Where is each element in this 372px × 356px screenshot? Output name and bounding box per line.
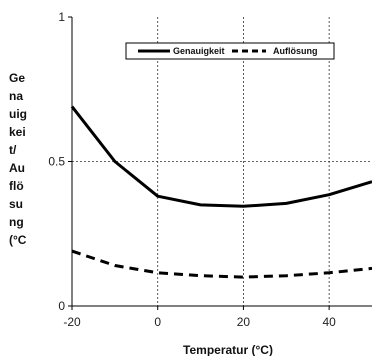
y-axis-label-line: flö <box>9 179 24 193</box>
legend: Genauigkeit Auflösung <box>125 42 335 60</box>
series-line-auflösung <box>71 249 372 279</box>
y-tick-label: 0 <box>58 299 65 313</box>
y-axis-label-line: t/ <box>9 143 17 157</box>
x-axis-label: Temperatur (°C) <box>183 343 273 356</box>
y-tick-label: 1 <box>58 10 65 24</box>
y-axis-label-line: (°C <box>9 233 27 247</box>
y-tick-label: 0.5 <box>48 155 65 169</box>
y-axis-label-line: uig <box>9 107 27 121</box>
x-tick-label: 0 <box>154 315 161 329</box>
x-tick-label: 40 <box>322 315 336 329</box>
series-line-genauigkeit <box>70 105 372 208</box>
x-tick-label: 20 <box>237 315 251 329</box>
legend-label-aufloesung: Auflösung <box>273 46 318 56</box>
y-axis-label-line: Au <box>9 161 25 175</box>
y-axis-label-line: Ge <box>9 71 25 85</box>
series-group <box>70 105 372 279</box>
y-axis-label: Ge na uig kei t/Au flö su ng (°C <box>9 71 27 247</box>
legend-label-genauigkeit: Genauigkeit <box>173 46 225 56</box>
y-axis-label-line: kei <box>9 125 26 139</box>
axes <box>68 16 372 310</box>
y-axis-label-line: na <box>9 89 23 103</box>
x-tick-label: -20 <box>63 315 81 329</box>
tick-labels: -20 0 20 40 0 0.5 1 <box>48 10 336 329</box>
y-axis-label-line: su <box>9 197 23 211</box>
legend-box <box>125 42 335 60</box>
grid <box>72 17 372 306</box>
y-axis-label-line: ng <box>9 215 24 229</box>
